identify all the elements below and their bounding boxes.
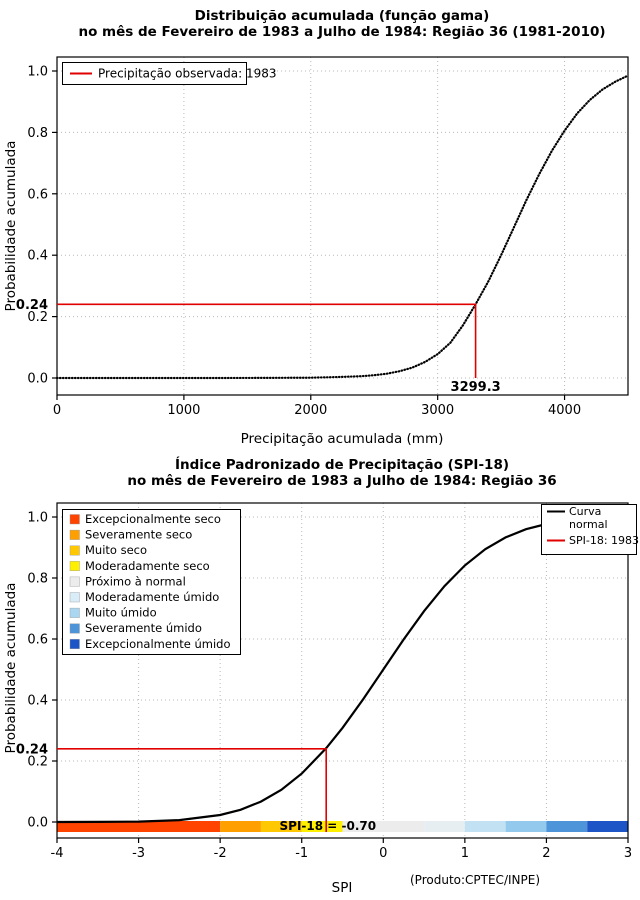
chart1-probability-label: 0.24 — [16, 298, 48, 313]
chart2-title-line2: no mês de Fevereiro de 1983 a Julho de 1… — [127, 473, 556, 489]
category-label: Severamente úmido — [85, 621, 202, 635]
category-label: Muito seco — [85, 543, 147, 557]
svg-text:0.0: 0.0 — [27, 372, 48, 387]
svg-text:0.0: 0.0 — [27, 816, 48, 831]
chart2-product-credit: (Produto:CPTEC/INPE) — [410, 873, 540, 887]
svg-text:0.6: 0.6 — [27, 187, 48, 202]
svg-text:1000: 1000 — [167, 403, 200, 418]
svg-text:2: 2 — [542, 846, 550, 861]
chart1-title-line1: Distribuição acumulada (função gama) — [195, 8, 490, 24]
chart2-ylabel: Probabilidade acumulada — [3, 583, 19, 754]
gamma-cdf-chart: Distribuição acumulada (função gama) no … — [3, 8, 630, 447]
line-legend-label: Curva — [569, 505, 601, 518]
svg-text:-2: -2 — [214, 846, 227, 861]
chart1-grid — [56, 57, 628, 395]
category-swatch — [69, 561, 80, 572]
svg-text:3000: 3000 — [421, 403, 454, 418]
category-swatch — [69, 639, 80, 650]
svg-text:4000: 4000 — [548, 403, 581, 418]
svg-text:0.6: 0.6 — [27, 633, 48, 648]
chart1-legend-label: Precipitação observada: 1983 — [98, 67, 276, 81]
category-label: Muito úmido — [85, 606, 157, 620]
chart1-title-line2: no mês de Fevereiro de 1983 a Julho de 1… — [78, 24, 605, 40]
svg-text:0.4: 0.4 — [27, 694, 48, 709]
svg-text:0.4: 0.4 — [27, 249, 48, 264]
category-swatch — [69, 514, 80, 525]
chart1-observed-line — [57, 303, 477, 378]
svg-text:-1: -1 — [295, 846, 308, 861]
category-swatch — [69, 592, 80, 603]
chart1-cdf-curve — [55, 74, 630, 380]
svg-text:0.8: 0.8 — [27, 572, 48, 587]
line-legend-label: normal — [569, 518, 608, 531]
svg-text:1.0: 1.0 — [27, 65, 48, 80]
line-legend-label: SPI-18: 1983 — [569, 534, 639, 547]
category-label: Moderadamente úmido — [85, 590, 219, 604]
chart1-legend: Precipitação observada: 1983 — [62, 62, 276, 85]
category-swatch — [69, 607, 80, 618]
category-label: Excepcionalmente úmido — [85, 637, 230, 651]
svg-text:1.0: 1.0 — [27, 511, 48, 526]
svg-text:0.2: 0.2 — [27, 310, 48, 325]
svg-text:2000: 2000 — [294, 403, 327, 418]
chart1-observed-value-label: 3299.3 — [451, 380, 501, 395]
svg-text:-3: -3 — [132, 846, 145, 861]
svg-text:-4: -4 — [51, 846, 64, 861]
chart1-xlabel: Precipitação acumulada (mm) — [241, 431, 444, 447]
chart2-observed-line — [57, 748, 327, 832]
chart2-probability-label: 0.24 — [16, 742, 48, 757]
chart1-axes: 0 1000 2000 3000 4000 0.0 0.2 0.4 0.6 0.8 1.0 — [27, 56, 629, 418]
category-swatch — [69, 623, 80, 634]
chart2-spi-colorbar — [57, 821, 628, 832]
svg-text:0.2: 0.2 — [27, 755, 48, 770]
svg-text:1: 1 — [461, 846, 469, 861]
chart2-title-line1: Índice Padronizado de Precipitação (SPI-… — [175, 456, 509, 473]
category-swatch — [69, 545, 80, 556]
chart2-axes: -4 -3 -2 -1 0 1 2 3 0.0 0.2 0.4 0.6 0.8 1.0 — [27, 502, 632, 861]
category-swatch — [69, 576, 80, 587]
category-label: Moderadamente seco — [85, 559, 210, 573]
chart2-xlabel: SPI — [332, 880, 353, 896]
category-label: Próximo à normal — [85, 574, 186, 588]
category-swatch — [69, 529, 80, 540]
svg-text:0: 0 — [53, 403, 61, 418]
chart2-spi-value-label: SPI-18 = -0.70 — [280, 819, 377, 833]
svg-text:0.8: 0.8 — [27, 126, 48, 141]
category-label: Excepcionalmente seco — [85, 512, 221, 526]
svg-text:0: 0 — [379, 846, 387, 861]
chart1-ylabel: Probabilidade acumulada — [3, 141, 19, 312]
spi-cdf-chart: Índice Padronizado de Precipitação (SPI-… — [3, 456, 639, 896]
category-label: Severamente seco — [85, 528, 192, 542]
svg-text:3: 3 — [624, 846, 632, 861]
